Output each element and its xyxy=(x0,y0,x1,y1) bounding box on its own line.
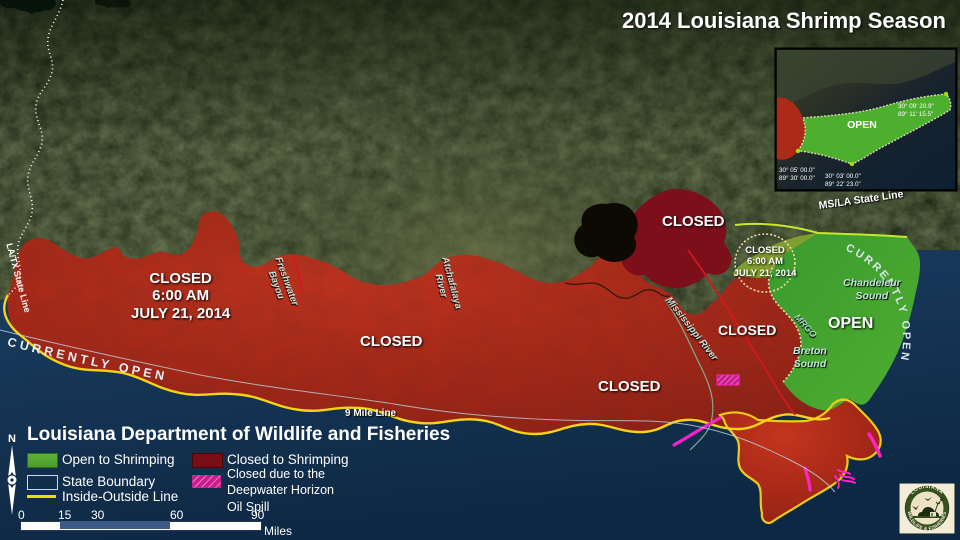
svg-text:N: N xyxy=(8,433,16,445)
svg-text:30° 03' 00.0": 30° 03' 00.0" xyxy=(825,172,861,180)
svg-text:89° 22' 23.0": 89° 22' 23.0" xyxy=(825,180,861,188)
svg-text:89° 30' 00.0": 89° 30' 00.0" xyxy=(779,174,815,182)
svg-text:30° 05' 00.0": 30° 05' 00.0" xyxy=(779,166,815,174)
svg-text:OPEN: OPEN xyxy=(847,119,877,131)
svg-text:30° 09' 20.9": 30° 09' 20.9" xyxy=(898,102,934,110)
svg-text:89° 11' 15.5": 89° 11' 15.5" xyxy=(898,110,933,118)
